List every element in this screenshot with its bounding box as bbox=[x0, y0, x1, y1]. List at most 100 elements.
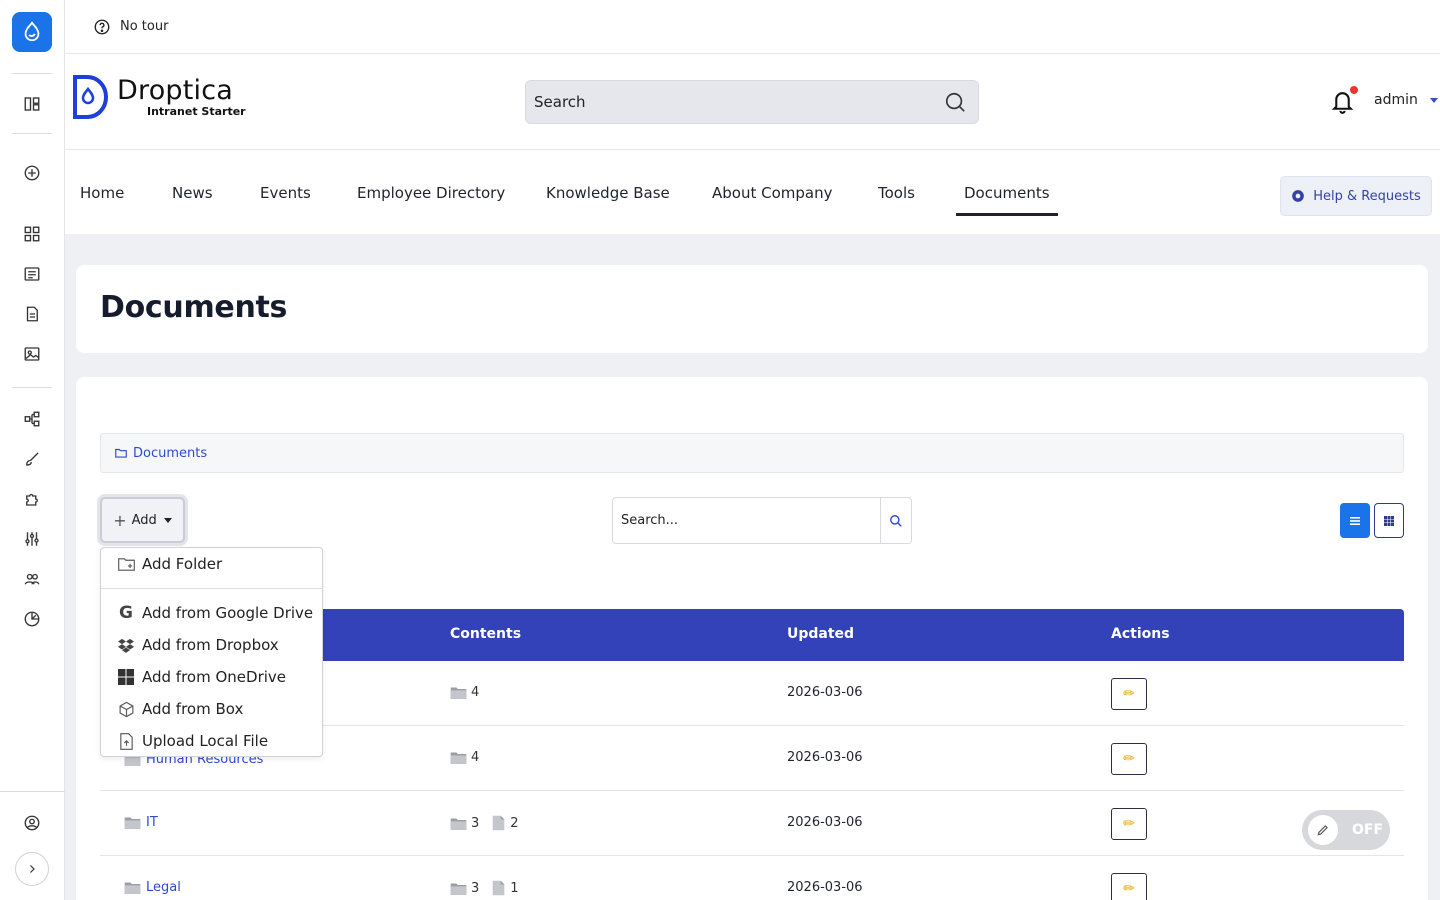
tour-label[interactable]: No tour bbox=[120, 19, 169, 34]
search-icon[interactable] bbox=[944, 91, 966, 113]
caret-down-icon bbox=[163, 517, 172, 523]
documents-search-button[interactable] bbox=[880, 498, 911, 543]
nav-news[interactable]: News bbox=[172, 184, 213, 202]
folder-count: 3 bbox=[471, 815, 480, 831]
help-requests-label: Help & Requests bbox=[1313, 188, 1421, 204]
contents-cell: 3 2 bbox=[450, 815, 531, 831]
files-icon[interactable] bbox=[20, 302, 44, 326]
admin-separator bbox=[12, 73, 52, 74]
file-icon bbox=[492, 880, 505, 896]
notification-badge bbox=[1350, 86, 1358, 94]
header-search-box bbox=[525, 80, 979, 124]
user-name: admin bbox=[1374, 92, 1418, 108]
nav-tools[interactable]: Tools bbox=[878, 184, 915, 202]
folder-icon bbox=[450, 818, 467, 830]
menu-item-label: Add from Dropbox bbox=[142, 636, 279, 654]
menu-item-label: Add from Google Drive bbox=[142, 604, 314, 622]
folder-icon bbox=[450, 687, 467, 699]
folder-icon bbox=[115, 448, 127, 458]
pencil-icon: ✏ bbox=[1123, 751, 1135, 767]
shortcuts-icon[interactable] bbox=[20, 92, 44, 116]
header-search-input[interactable] bbox=[534, 93, 944, 111]
site-header: Droptica Intranet Starter admin bbox=[65, 54, 1440, 150]
menu-item-box[interactable]: Add from Box bbox=[117, 700, 243, 718]
menu-item-label: Upload Local File bbox=[142, 732, 269, 750]
help-requests-button[interactable]: Help & Requests bbox=[1280, 176, 1432, 216]
nav-home[interactable]: Home bbox=[80, 184, 125, 202]
edit-button[interactable]: ✏ bbox=[1111, 743, 1147, 775]
folder-name-link[interactable]: IT bbox=[146, 815, 158, 830]
media-icon[interactable] bbox=[20, 342, 44, 366]
menu-item-dropbox[interactable]: Add from Dropbox bbox=[117, 636, 279, 654]
add-dropdown-menu: Add Folder G Add from Google Drive Add f… bbox=[100, 547, 323, 757]
dashboard-icon[interactable] bbox=[20, 222, 44, 246]
documents-search bbox=[612, 497, 912, 544]
folder-name-link[interactable]: Legal bbox=[146, 880, 181, 895]
configuration-sliders-icon[interactable] bbox=[20, 527, 44, 551]
people-icon[interactable] bbox=[20, 567, 44, 591]
admin-separator bbox=[0, 791, 65, 792]
pencil-icon: ✏ bbox=[1123, 816, 1135, 832]
add-button-label: Add bbox=[131, 512, 157, 528]
menu-item-label: Add from Box bbox=[142, 700, 244, 718]
nav-events[interactable]: Events bbox=[260, 184, 311, 202]
file-icon bbox=[492, 815, 505, 831]
pencil-icon: ✏ bbox=[1123, 686, 1135, 702]
column-header-updated[interactable]: Updated bbox=[787, 626, 855, 642]
file-upload-icon bbox=[117, 732, 135, 750]
plus-icon: + bbox=[113, 510, 127, 530]
expand-toolbar-button[interactable] bbox=[15, 852, 49, 886]
reports-icon[interactable] bbox=[20, 607, 44, 631]
help-circle-icon bbox=[94, 19, 110, 34]
dropbox-icon bbox=[117, 636, 135, 654]
contents-cell: 3 1 bbox=[450, 880, 531, 896]
add-content-icon[interactable] bbox=[20, 161, 44, 185]
updated-date: 2026-03-06 bbox=[787, 750, 863, 765]
table-row: Legal 3 1 2026-03-06 ✏ bbox=[100, 856, 1404, 900]
brand-name: Droptica bbox=[117, 75, 234, 106]
structure-icon[interactable] bbox=[20, 407, 44, 431]
page-title-card: Documents bbox=[76, 265, 1428, 353]
column-header-contents[interactable]: Contents bbox=[450, 626, 522, 642]
folder-count: 3 bbox=[471, 880, 480, 896]
breadcrumb: Documents bbox=[100, 433, 1404, 473]
grid-view-button[interactable] bbox=[1374, 503, 1404, 538]
menu-item-upload-local-file[interactable]: Upload Local File bbox=[117, 732, 268, 750]
menu-item-onedrive[interactable]: Add from OneDrive bbox=[117, 668, 286, 686]
nav-employee-directory[interactable]: Employee Directory bbox=[357, 184, 506, 202]
edit-mode-toggle[interactable]: OFF bbox=[1302, 810, 1390, 850]
droptica-logo-icon bbox=[73, 75, 109, 119]
nav-knowledge-base[interactable]: Knowledge Base bbox=[546, 184, 670, 202]
drupal-logo-icon[interactable] bbox=[12, 12, 52, 52]
contents-cell: 4 bbox=[450, 750, 491, 765]
extend-puzzle-icon[interactable] bbox=[20, 487, 44, 511]
folder-icon bbox=[450, 883, 467, 895]
menu-item-add-folder[interactable]: Add Folder bbox=[117, 555, 222, 573]
content-list-icon[interactable] bbox=[20, 262, 44, 286]
folder-plus-icon bbox=[117, 555, 135, 573]
user-account-icon[interactable] bbox=[20, 811, 44, 835]
add-button[interactable]: + Add bbox=[100, 497, 185, 543]
contents-cell: 4 bbox=[450, 685, 491, 700]
notification-bell-icon[interactable] bbox=[1330, 88, 1355, 115]
admin-separator bbox=[12, 133, 52, 134]
pencil-icon bbox=[1308, 815, 1338, 845]
brand-logo[interactable]: Droptica Intranet Starter bbox=[71, 75, 246, 119]
menu-item-label: Add from OneDrive bbox=[142, 668, 287, 686]
breadcrumb-documents-link[interactable]: Documents bbox=[133, 445, 208, 461]
grid-view-icon bbox=[1384, 515, 1394, 526]
menu-item-google-drive[interactable]: G Add from Google Drive bbox=[117, 603, 314, 623]
nav-documents[interactable]: Documents bbox=[956, 184, 1058, 216]
nav-about-company[interactable]: About Company bbox=[712, 184, 833, 202]
documents-search-input[interactable] bbox=[613, 498, 880, 543]
edit-button[interactable]: ✏ bbox=[1111, 873, 1147, 900]
column-header-actions: Actions bbox=[1111, 626, 1170, 642]
list-view-button[interactable] bbox=[1340, 503, 1370, 538]
appearance-brush-icon[interactable] bbox=[20, 447, 44, 471]
main-navigation: Home News Events Employee Directory Know… bbox=[65, 150, 1440, 234]
edit-button[interactable]: ✏ bbox=[1111, 678, 1147, 710]
windows-icon bbox=[117, 668, 135, 686]
box-icon bbox=[117, 700, 135, 718]
edit-button[interactable]: ✏ bbox=[1111, 808, 1147, 840]
user-menu[interactable]: admin bbox=[1374, 92, 1438, 108]
